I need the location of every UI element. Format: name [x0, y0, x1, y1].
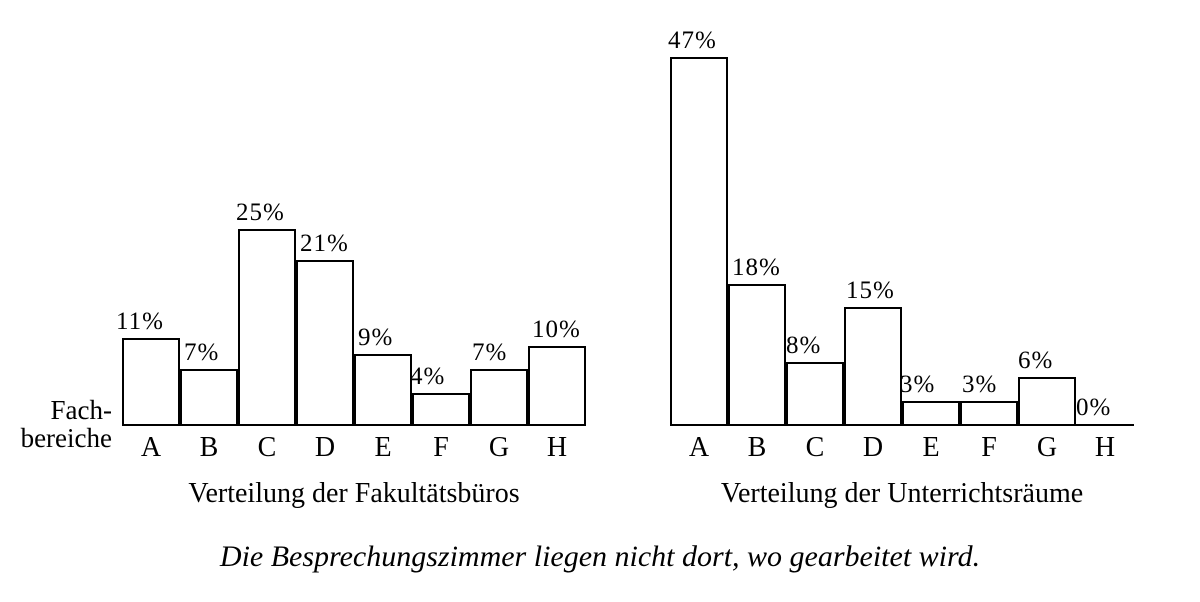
bar-value-label: 11%	[116, 308, 164, 336]
bar-col: 10%	[528, 0, 586, 424]
bar-rect	[238, 229, 296, 424]
category-label: F	[960, 432, 1018, 464]
bar-value-label: 10%	[532, 316, 581, 344]
category-label: G	[470, 432, 528, 464]
bar-value-label: 7%	[184, 339, 219, 367]
bar-rect	[470, 369, 528, 424]
axis-label-line2: bereiche	[0, 424, 112, 452]
bar-col: 6%	[1018, 0, 1076, 424]
bar-rect	[528, 346, 586, 424]
bar-value-label: 6%	[1018, 347, 1053, 375]
chart-title-right: Verteilung der Unterrichtsräume	[657, 478, 1147, 510]
chart-title-left: Verteilung der Fakultätsbüros	[119, 478, 589, 510]
category-label: B	[728, 432, 786, 464]
axis-label: Fach- bereiche	[0, 396, 112, 453]
bar-rect	[670, 57, 728, 424]
bar-col: 8%	[786, 0, 844, 424]
bar-rect	[1018, 377, 1076, 424]
bar-value-label: 8%	[786, 332, 821, 360]
bar-value-label: 3%	[962, 371, 997, 399]
bar-rect	[412, 393, 470, 424]
caption: Die Besprechungszimmer liegen nicht dort…	[0, 540, 1200, 574]
category-label: E	[354, 432, 412, 464]
category-label: C	[786, 432, 844, 464]
bar-value-label: 21%	[300, 230, 349, 258]
bar-col: 7%	[470, 0, 528, 424]
bar-col: 3%	[960, 0, 1018, 424]
bar-value-label: 7%	[472, 339, 507, 367]
category-label: D	[844, 432, 902, 464]
category-label: B	[180, 432, 238, 464]
bar-rect	[354, 354, 412, 424]
bar-col: 3%	[902, 0, 960, 424]
bar-value-label: 0%	[1076, 394, 1111, 422]
page: Fach- bereiche 11%7%25%21%9%4%7%10%ABCDE…	[0, 0, 1200, 602]
category-label: A	[122, 432, 180, 464]
bar-col: 0%	[1076, 0, 1134, 424]
bar-rect	[296, 260, 354, 424]
bars-right: 47% 18% 8% 15% 3% 3% 6% 0%	[670, 0, 1134, 426]
category-label: C	[238, 432, 296, 464]
bar-value-label: 9%	[358, 324, 393, 352]
category-row: ABCDEFGH	[670, 432, 1134, 464]
bar-col: 7%	[180, 0, 238, 424]
bar-rect	[786, 362, 844, 424]
bar-rect	[122, 338, 180, 424]
category-label: D	[296, 432, 354, 464]
bar-col: 47%	[670, 0, 728, 424]
category-label: H	[1076, 432, 1134, 464]
category-label: E	[902, 432, 960, 464]
bar-col: 15%	[844, 0, 902, 424]
bar-rect	[728, 284, 786, 424]
bar-value-label: 25%	[236, 199, 285, 227]
bar-rect	[960, 401, 1018, 424]
category-label: G	[1018, 432, 1076, 464]
category-label: F	[412, 432, 470, 464]
bar-col: 18%	[728, 0, 786, 424]
axis-label-line1: Fach-	[0, 396, 112, 424]
bars-left: 11%7%25%21%9%4%7%10%	[122, 0, 586, 426]
bar-col: 25%	[238, 0, 296, 424]
bar-value-label: 4%	[410, 363, 445, 391]
category-label: H	[528, 432, 586, 464]
bar-value-label: 3%	[900, 371, 935, 399]
bar-rect	[180, 369, 238, 424]
category-label: A	[670, 432, 728, 464]
bar-col: 9%	[354, 0, 412, 424]
bar-value-label: 15%	[846, 277, 895, 305]
bar-value-label: 18%	[732, 254, 781, 282]
bar-rect	[844, 307, 902, 424]
bar-col: 11%	[122, 0, 180, 424]
bar-col: 4%	[412, 0, 470, 424]
bar-value-label: 47%	[668, 27, 717, 55]
category-row: ABCDEFGH	[122, 432, 586, 464]
bar-col: 21%	[296, 0, 354, 424]
bar-rect	[902, 401, 960, 424]
